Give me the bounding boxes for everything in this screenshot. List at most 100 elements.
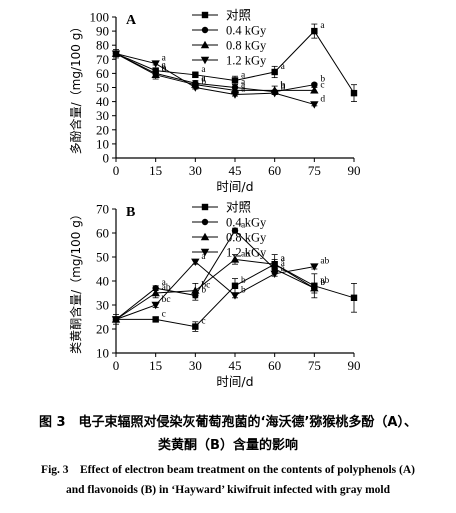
- caption-chinese-line-2: 类黄酮（B）含量的影响: [158, 438, 298, 453]
- panel-a-significance-letter: c: [320, 80, 324, 90]
- panel-a-significance-letter: a: [320, 21, 325, 31]
- caption-chinese-line-1: 图 3 电子束辐照对侵染灰葡萄孢菌的‘海沃德’猕猴桃多酚（A）、: [38, 415, 417, 430]
- panel-b-significance-letter: b: [320, 278, 325, 288]
- panel-b-significance-letter: c: [201, 317, 205, 327]
- panel-b-significance-letter: c: [162, 309, 166, 319]
- panel-b-data-point: [152, 316, 159, 323]
- panel-a-data-point: [192, 71, 199, 79]
- panel-a-legend-label: 1.2 kGy: [226, 54, 267, 68]
- panel-a-significance-letter: b: [162, 65, 167, 75]
- caption-english-line-2: and flavonoids (B) in ‘Hayward’ kiwifrui…: [65, 484, 391, 496]
- panel-a-significance-letter: b: [281, 82, 286, 92]
- panel-b-data-point: [151, 288, 160, 297]
- panel-b-significance-letter: a: [281, 259, 286, 269]
- panel-a-data-point: [230, 91, 240, 99]
- panel-b-series-line: [115, 258, 315, 320]
- panel-b-data-point: [230, 292, 240, 300]
- panel-a-x-axis-title: 时间/d: [216, 179, 253, 194]
- panel-a-y-tick-label: 90: [96, 24, 109, 39]
- panel-a-legend-label: 对照: [226, 8, 251, 23]
- panel-b-data-point: [231, 227, 239, 234]
- panel-b-x-tick-label: 30: [189, 358, 202, 373]
- panel-a-significance-letter: a: [241, 78, 246, 88]
- panel-a-data-point: [270, 89, 279, 98]
- panel-b-data-point: [151, 301, 160, 310]
- panel-b-data-point: [191, 286, 200, 294]
- panel-b-y-axis-title: 类黄酮含量/（mg/100 g）: [68, 208, 83, 354]
- panel-b-legend-marker: [201, 203, 209, 211]
- panel-b-significance-letter: a: [162, 278, 167, 288]
- panel-b-significance-letter: a: [281, 254, 286, 264]
- panel-a-data-point: [231, 77, 239, 84]
- panel-a-x-tick-label: 45: [229, 163, 242, 178]
- panel-a-legend-marker: [200, 40, 210, 49]
- panel-b-legend-marker: [200, 232, 210, 241]
- panel-a-data-point: [310, 101, 319, 109]
- panel-a-significance-letter: a: [201, 65, 206, 75]
- panel-a-x-tick-label: 75: [308, 163, 321, 178]
- panel-a-significance-letter: b: [201, 78, 206, 88]
- panel-b-legend-marker: [201, 218, 209, 226]
- panel-a-data-point: [111, 50, 121, 58]
- panel-a-y-tick-label: 100: [90, 10, 110, 25]
- panel-a-y-tick-label: 10: [96, 136, 109, 151]
- panel-b-y-tick-label: 30: [96, 298, 109, 313]
- panel-a-y-tick-label: 70: [96, 52, 109, 67]
- panel-a-data-point: [310, 86, 319, 94]
- panel-a-y-tick-label: 0: [103, 151, 110, 166]
- panel-a-significance-letter: a: [162, 61, 167, 71]
- panel-a-legend-marker: [201, 11, 209, 19]
- panel-b-data-point: [310, 284, 319, 292]
- panel-b-legend-label: 0.8 kGy: [226, 231, 267, 245]
- panel-b-significance-letter: ab: [320, 257, 329, 267]
- panel-b-y-tick-label: 60: [96, 226, 109, 241]
- panel-a-data-point: [151, 70, 160, 79]
- panel-a-data-point: [311, 27, 318, 35]
- panel-b-data-point: [270, 260, 279, 268]
- panel-b-significance-letter: bc: [162, 295, 171, 305]
- panel-b-significance-letter: bc: [201, 281, 210, 291]
- panel-a-data-point: [311, 81, 318, 88]
- panel-b-y-tick-label: 10: [96, 346, 109, 361]
- panel-a-series-line: [115, 53, 315, 105]
- panel-a-legend-marker: [200, 56, 210, 65]
- panel-a-data-point: [350, 89, 358, 97]
- panel-b-x-tick-label: 45: [229, 358, 242, 373]
- panel-a-x-tick-label: 90: [348, 163, 361, 178]
- panel-a-significance-letter: a: [201, 75, 206, 85]
- panel-b-significance-letter: ab: [320, 276, 329, 286]
- panel-b-y-tick-label: 50: [96, 250, 109, 265]
- panel-a-significance-letter: a: [241, 70, 246, 80]
- panel-a-significance-letter: d: [320, 94, 325, 104]
- panel-b-data-point: [231, 282, 239, 289]
- panel-b-legend-marker: [200, 248, 210, 257]
- panel-a-significance-letter: a: [201, 73, 206, 83]
- panel-b-data-point: [350, 294, 358, 301]
- panel-a-label: A: [126, 13, 137, 28]
- panel-a-legend-marker: [201, 26, 209, 34]
- panel-a-y-tick-label: 60: [96, 66, 109, 81]
- panel-b-legend-label: 对照: [226, 200, 251, 215]
- panel-b-data-point: [111, 316, 121, 324]
- panel-a-data-point: [151, 60, 160, 68]
- panel-b-legend-label: 1.2 kGy: [226, 246, 267, 260]
- panel-a-significance-letter: b: [320, 75, 325, 85]
- panel-a-x-tick-label: 30: [189, 163, 202, 178]
- panel-b-legend-label: 0.4 kGy: [226, 216, 267, 230]
- panel-a-x-tick-label: 0: [113, 163, 120, 178]
- panel-a-significance-letter: a: [281, 62, 286, 72]
- panel-a-y-tick-label: 40: [96, 94, 109, 109]
- panel-a-legend-label: 0.4 kGy: [226, 24, 267, 38]
- panel-a-x-tick-label: 15: [149, 163, 162, 178]
- panel-b-significance-letter: b: [241, 276, 246, 286]
- panel-a-legend-label: 0.8 kGy: [226, 39, 267, 53]
- panel-b-y-tick-label: 20: [96, 322, 109, 337]
- panel-b-y-tick-label: 40: [96, 274, 109, 289]
- panel-b-series-line: [115, 261, 315, 320]
- panel-a-significance-letter: b: [281, 83, 286, 93]
- panel-b-significance-letter: a: [201, 252, 206, 262]
- panel-a-x-tick-label: 60: [268, 163, 281, 178]
- panel-b-data-point: [270, 270, 279, 278]
- panel-a-y-tick-label: 50: [96, 80, 109, 95]
